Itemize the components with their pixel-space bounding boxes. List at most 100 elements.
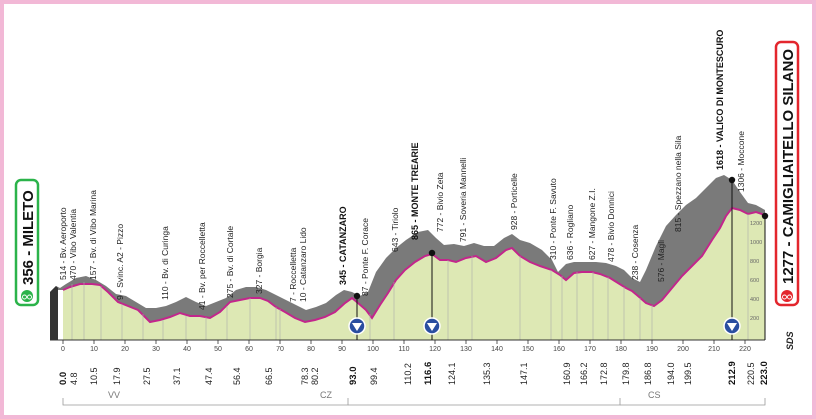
svg-text:157 - Bv. di Vibo Marina: 157 - Bv. di Vibo Marina bbox=[88, 190, 98, 280]
svg-text:186.8: 186.8 bbox=[643, 362, 653, 385]
svg-text:110: 110 bbox=[398, 346, 409, 353]
svg-text:47.4: 47.4 bbox=[204, 367, 214, 385]
svg-text:800: 800 bbox=[750, 259, 759, 265]
svg-text:400: 400 bbox=[750, 297, 759, 303]
svg-text:345 - CATANZARO: 345 - CATANZARO bbox=[338, 206, 348, 285]
svg-text:110.2: 110.2 bbox=[403, 363, 413, 385]
svg-text:1618 - VALICO DI MONTESCURO: 1618 - VALICO DI MONTESCURO bbox=[715, 30, 725, 170]
svg-text:212.9: 212.9 bbox=[727, 361, 738, 385]
region-vv: VV bbox=[108, 390, 120, 400]
distance-axis-ticks bbox=[62, 340, 746, 344]
svg-text:100: 100 bbox=[367, 346, 379, 353]
svg-text:124.1: 124.1 bbox=[447, 362, 457, 385]
svg-text:928 - Porticelle: 928 - Porticelle bbox=[509, 173, 519, 230]
svg-text:310 - Ponte F. Savuto: 310 - Ponte F. Savuto bbox=[548, 178, 558, 260]
waypoint-guides bbox=[71, 214, 749, 340]
distance-axis-labels: 0 10 20 30 40 50 60 70 80 90 100 110 120… bbox=[61, 346, 751, 353]
svg-text:815 - Spezzano nella Sila: 815 - Spezzano nella Sila bbox=[673, 135, 683, 232]
svg-text:56.4: 56.4 bbox=[232, 367, 242, 385]
svg-text:90: 90 bbox=[338, 346, 346, 353]
profile-upper-band bbox=[50, 175, 765, 322]
svg-text:643 - Tiriolo: 643 - Tiriolo bbox=[390, 207, 400, 252]
svg-text:87 - Ponte F. Corace: 87 - Ponte F. Corace bbox=[360, 218, 370, 296]
kom-marker-monte-trearie bbox=[423, 317, 441, 335]
svg-text:7 - Roccelletta: 7 - Roccelletta bbox=[288, 247, 298, 302]
km-markers: 0.0 4.8 10.5 17.9 27.5 37.1 47.4 56.4 66… bbox=[58, 361, 770, 385]
svg-text:110 - Bv. di Curinga: 110 - Bv. di Curinga bbox=[160, 226, 170, 300]
waypoint-labels: 514 - Bv. Aeroporto 470 - Vibo Valentia … bbox=[58, 30, 746, 310]
svg-text:9 - Svinc. A2 - Pizzo: 9 - Svinc. A2 - Pizzo bbox=[115, 224, 125, 300]
svg-text:150: 150 bbox=[522, 346, 534, 353]
svg-text:40: 40 bbox=[183, 346, 191, 353]
svg-text:10.5: 10.5 bbox=[89, 367, 99, 385]
svg-text:199.5: 199.5 bbox=[683, 362, 693, 385]
svg-text:30: 30 bbox=[152, 346, 160, 353]
svg-text:27.5: 27.5 bbox=[142, 367, 152, 385]
svg-text:37.1: 37.1 bbox=[172, 367, 182, 385]
finish-badge: 1277 - CAMIGLIAITELLO SILANO bbox=[774, 40, 800, 307]
svg-text:200: 200 bbox=[750, 316, 759, 322]
svg-text:20: 20 bbox=[121, 346, 129, 353]
svg-text:627 - Mangone Z.I.: 627 - Mangone Z.I. bbox=[587, 188, 597, 260]
svg-text:70: 70 bbox=[276, 346, 284, 353]
region-cs: CS bbox=[648, 390, 661, 400]
svg-text:10 - Catanzaro Lido: 10 - Catanzaro Lido bbox=[298, 227, 308, 302]
kom-marker-montescuro bbox=[723, 317, 741, 335]
svg-text:514 - Bv. Aeroporto: 514 - Bv. Aeroporto bbox=[58, 207, 68, 280]
svg-text:4.8: 4.8 bbox=[69, 372, 79, 385]
svg-text:120: 120 bbox=[429, 346, 441, 353]
svg-text:636 - Rogliano: 636 - Rogliano bbox=[565, 204, 575, 260]
svg-text:190: 190 bbox=[646, 346, 658, 353]
sprint-marker-catanzaro bbox=[348, 317, 366, 335]
svg-text:10: 10 bbox=[90, 346, 98, 353]
svg-text:772 - Bivio Zeta: 772 - Bivio Zeta bbox=[435, 172, 445, 232]
svg-text:1306 - Moccone: 1306 - Moccone bbox=[736, 131, 746, 192]
svg-text:223.0: 223.0 bbox=[759, 361, 770, 385]
svg-text:1277 - CAMIGLIAITELLO SILANO: 1277 - CAMIGLIAITELLO SILANO bbox=[780, 49, 797, 284]
svg-text:116.6: 116.6 bbox=[423, 362, 434, 385]
svg-text:147.1: 147.1 bbox=[519, 362, 529, 385]
svg-text:140: 140 bbox=[491, 346, 503, 353]
svg-text:130: 130 bbox=[460, 346, 472, 353]
svg-text:170: 170 bbox=[584, 346, 596, 353]
svg-text:220.5: 220.5 bbox=[746, 362, 756, 385]
region-bracket bbox=[62, 398, 766, 406]
svg-text:66.5: 66.5 bbox=[264, 367, 274, 385]
svg-text:327 - Borgia: 327 - Borgia bbox=[254, 247, 264, 294]
svg-text:0: 0 bbox=[61, 346, 65, 353]
svg-text:1200: 1200 bbox=[750, 221, 762, 227]
svg-text:220: 220 bbox=[739, 346, 751, 353]
svg-text:180: 180 bbox=[615, 346, 627, 353]
svg-text:865 - MONTE TREARIE: 865 - MONTE TREARIE bbox=[410, 142, 420, 240]
svg-text:791 - Soveria Mannelli: 791 - Soveria Mannelli bbox=[458, 157, 468, 242]
svg-text:135.3: 135.3 bbox=[482, 362, 492, 385]
svg-text:576 - Magli: 576 - Magli bbox=[656, 240, 666, 282]
svg-text:160: 160 bbox=[553, 346, 565, 353]
region-cz: CZ bbox=[320, 390, 332, 400]
start-badge: 356 - MILETO bbox=[14, 178, 40, 307]
svg-text:160.9: 160.9 bbox=[562, 362, 572, 385]
svg-text:1000: 1000 bbox=[750, 240, 762, 246]
profile-lower-fill bbox=[63, 208, 765, 340]
profile-start-edge bbox=[50, 286, 58, 340]
svg-text:60: 60 bbox=[245, 346, 253, 353]
svg-text:194.0: 194.0 bbox=[666, 362, 676, 385]
svg-text:0.0: 0.0 bbox=[58, 372, 69, 385]
svg-text:78.3: 78.3 bbox=[300, 367, 310, 385]
svg-text:80.2: 80.2 bbox=[310, 367, 320, 385]
svg-text:99.4: 99.4 bbox=[369, 367, 379, 385]
svg-text:356 - MILETO: 356 - MILETO bbox=[20, 190, 37, 285]
svg-text:50: 50 bbox=[214, 346, 222, 353]
svg-text:200: 200 bbox=[677, 346, 689, 353]
svg-text:166.2: 166.2 bbox=[579, 362, 589, 385]
svg-text:600: 600 bbox=[750, 278, 759, 284]
svg-text:179.8: 179.8 bbox=[621, 362, 631, 385]
sds-logo: SDS bbox=[785, 331, 795, 350]
svg-text:172.8: 172.8 bbox=[599, 362, 609, 385]
svg-text:41 - Bv. per Roccelletta: 41 - Bv. per Roccelletta bbox=[197, 222, 207, 310]
svg-text:470 - Vibo Valentia: 470 - Vibo Valentia bbox=[68, 209, 78, 280]
svg-text:93.0: 93.0 bbox=[348, 367, 359, 386]
svg-text:210: 210 bbox=[708, 346, 720, 353]
